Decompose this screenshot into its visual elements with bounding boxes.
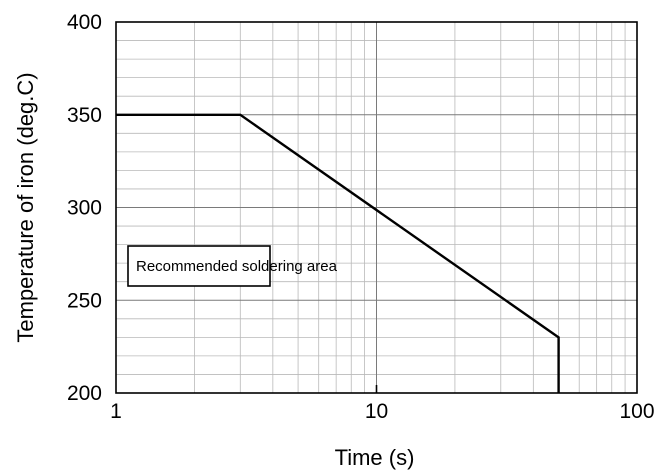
x-tick-label: 1 (110, 400, 122, 423)
x-tick-labels: 1 10 100 (110, 400, 654, 423)
plot-area-frame (115, 21, 638, 394)
x-tick-label: 10 (365, 400, 388, 423)
major-gridlines (116, 22, 637, 393)
y-tick-label: 250 (67, 289, 102, 312)
y-tick-label: 350 (67, 104, 102, 127)
y-tick-label: 400 (67, 11, 102, 34)
y-tick-label: 200 (67, 382, 102, 405)
y-tick-labels: 200 250 300 350 400 (67, 11, 102, 405)
x-axis-title: Time (s) (335, 445, 415, 470)
y-axis-title: Temperature of iron (deg.C) (13, 72, 38, 342)
y-tick-label: 300 (67, 197, 102, 220)
series-layer (116, 113, 560, 393)
series-line-0 (116, 113, 560, 393)
x-tick-label: 100 (619, 400, 654, 423)
annotation-text: Recommended soldering area (136, 258, 338, 275)
annotation-layer: Recommended soldering area (127, 245, 338, 287)
annotation-box (127, 245, 271, 287)
